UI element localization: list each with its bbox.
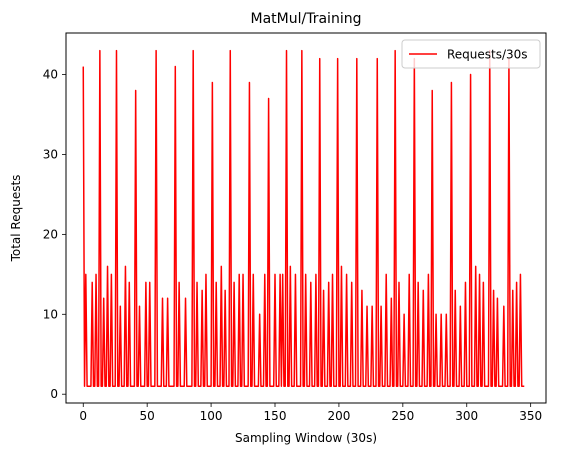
x-tick-label: 300 — [455, 409, 478, 423]
x-tick-label: 0 — [79, 409, 87, 423]
x-tick-label: 250 — [391, 409, 414, 423]
plot-frame — [65, 32, 547, 404]
x-axis-label: Sampling Window (30s) — [235, 431, 377, 445]
y-tick-label: 10 — [43, 307, 58, 321]
chart-title: MatMul/Training — [251, 11, 362, 27]
plot-area — [82, 49, 525, 387]
y-tick-label: 40 — [43, 68, 58, 82]
x-tick-label: 50 — [140, 409, 155, 423]
legend-box — [401, 39, 541, 69]
x-tick-label: 350 — [519, 409, 542, 423]
y-axis-ticks: 0 10 20 30 40 — [43, 68, 66, 401]
y-axis-label: Total Requests — [9, 175, 23, 263]
x-tick-label: 100 — [200, 409, 223, 423]
y-tick-label: 30 — [43, 147, 58, 161]
y-tick-label: 20 — [43, 227, 58, 241]
x-tick-label: 150 — [264, 409, 287, 423]
y-tick-label: 0 — [50, 387, 58, 401]
series-line-requests — [82, 49, 525, 387]
x-tick-label: 200 — [327, 409, 350, 423]
legend: Requests/30s — [401, 39, 541, 69]
x-axis-ticks: 0 50 100 150 200 250 300 350 — [79, 403, 542, 423]
legend-label: Requests/30s — [447, 48, 528, 62]
